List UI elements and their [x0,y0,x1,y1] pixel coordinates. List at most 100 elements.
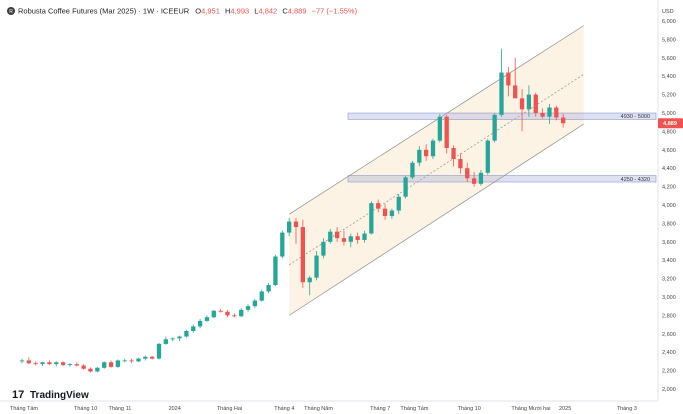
candle-body [424,149,429,157]
y-tick-label: 3,000 [662,295,676,301]
svg-text:Robusta Coffee Futures (Mar 20: Robusta Coffee Futures (Mar 2025) · 1W ·… [18,7,358,16]
y-tick-label: 3,200 [662,277,676,283]
ohlc-low-label: L [254,7,258,16]
zone-label: 4930 - 5000 [621,114,650,120]
ohlc-change: −77 (−1.55%) [312,7,358,16]
candle-body [293,221,299,228]
candle-body [163,339,168,344]
candle-body [280,232,285,257]
ohlc-low: 4,842 [258,7,277,16]
candle-body [437,116,442,141]
candle-body [376,203,381,209]
candle-body [540,113,545,117]
candle-body [471,178,477,184]
candle-body [465,168,470,179]
candle-body [143,356,148,359]
x-tick-label: Tháng Năm [304,406,333,412]
candle-body [197,320,203,327]
candle-body [102,362,107,368]
candle-body [108,362,114,367]
y-tick-label: 4,200 [662,185,676,191]
symbol-icon [7,7,15,15]
candle-body [191,326,196,332]
candle-body [19,360,25,362]
candle-body [410,162,415,178]
candle-body [396,196,401,211]
candle-body [382,208,388,217]
candle-body [369,203,374,234]
candle-body [273,256,278,286]
candle-body [266,285,271,292]
candle-body [362,233,367,240]
last-price-marker: 4,889 [658,118,683,129]
candle-body [485,140,490,173]
candle-body [561,117,566,124]
price-axis: 6,000 5,800 5,600 5,400 5,200 5,000 4,800 4,600… [662,19,676,393]
channel-fill [289,25,584,316]
y-tick-label: 2,600 [662,332,676,338]
y-tick-label: 4,600 [662,148,676,154]
y-tick-label: 2,400 [662,350,676,356]
candle-body [177,336,182,339]
x-tick-label: Tháng Tám [400,406,428,412]
candle-body [314,255,319,278]
candle-body [506,72,511,86]
ohlc-high: 4,993 [230,7,249,16]
candle-body [499,72,504,115]
x-tick-label: Tháng Hai [217,406,242,412]
candle-body [458,159,463,169]
candle-body [252,300,258,307]
candle-body [150,356,155,359]
candle-body [67,364,73,366]
y-tick-label: 5,200 [662,93,676,99]
candle-body [74,364,79,366]
candle-body [54,362,59,365]
candle-body [444,116,449,148]
candle-body [225,311,230,316]
candle-body [341,238,347,242]
channel-upper-line [288,25,584,215]
candle-body [239,309,244,317]
candle-body [492,114,497,141]
candle-body [355,236,360,240]
candle-body [403,177,408,197]
tradingview-logo-mark: 17 [12,389,24,401]
candle-body [33,363,38,365]
y-tick-label: 2,200 [662,369,676,375]
ohlc-close-label: C [282,7,288,16]
last-price-label: 4,889 [663,121,677,127]
candle-body [417,149,422,163]
ohlc-open-label: O [195,7,201,16]
candle-body [287,221,292,233]
x-tick-label: Tháng 10 [458,406,481,412]
candle-body [122,360,127,362]
y-tick-label: 5,400 [662,74,676,80]
candle-body [40,362,45,365]
y-tick-label: 6,000 [662,19,676,25]
candle-body [88,368,93,372]
tradingview-logo: 17 TradingView [12,389,89,401]
x-tick-label: Tháng 7 [370,406,390,412]
channel-lower-line [288,123,584,316]
candle-body [47,362,52,365]
chart-title-bar: R Robusta Coffee Futures (Mar 2025) · 1W… [7,7,358,16]
last-price-box [658,118,683,129]
x-tick-label: Tháng 11 [108,406,131,412]
candle-body [526,94,532,110]
candle-body [115,360,121,367]
candle-body [136,358,141,362]
y-tick-label: 2,800 [662,313,676,319]
candle-body [307,277,312,283]
y-tick-label: 4,800 [662,129,676,135]
tradingview-logo-text: TradingView [30,390,89,401]
support-resistance-zones: 4930 - 5000 4250 - 4320 [347,112,657,183]
candle-body [60,362,66,366]
x-tick-label: 2025 [559,406,571,412]
zone-band [347,175,657,183]
candle-body [554,107,559,118]
candle-body [259,291,264,301]
candle-body [533,94,538,114]
candle-body [211,310,216,318]
candle-body [321,241,326,256]
candle-body [451,147,456,160]
